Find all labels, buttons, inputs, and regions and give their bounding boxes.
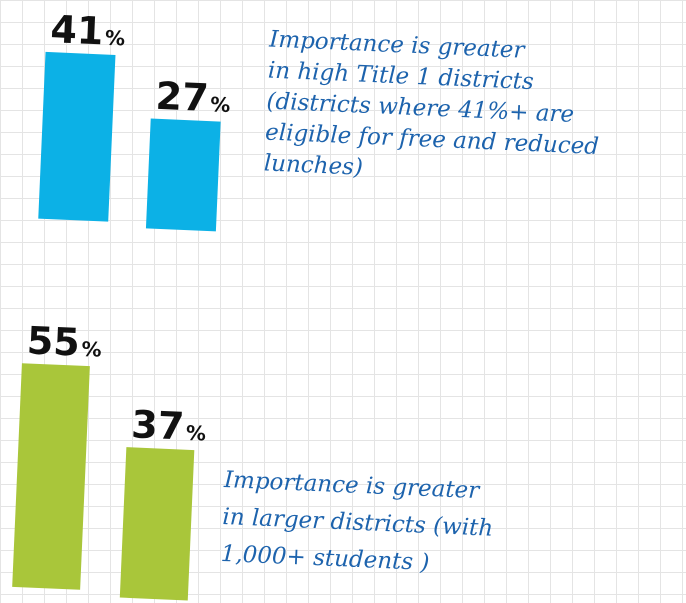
annotation-line: in larger districts (with: [222, 504, 494, 542]
annotation-line: Importance is greater: [222, 467, 481, 504]
annotation-line: Importance is greater: [268, 27, 527, 64]
value-number: 55: [26, 318, 81, 364]
value-unit: %: [81, 337, 102, 362]
bar: [38, 51, 116, 222]
annotation: Importance is greaterin larger districts…: [219, 467, 495, 579]
value-number: 37: [130, 402, 185, 448]
value-unit: %: [185, 421, 206, 446]
value-label: 37%: [130, 402, 207, 449]
value-label: 55%: [26, 318, 103, 365]
value-unit: %: [105, 26, 126, 51]
value-number: 27: [155, 74, 210, 120]
annotation: Importance is greaterin high Title 1 dis…: [262, 27, 603, 191]
bar: [119, 447, 195, 601]
value-label: 27%: [155, 74, 232, 121]
value-number: 41: [50, 7, 105, 53]
bar: [145, 118, 221, 232]
value-label: 41%: [50, 7, 127, 54]
tilted-content: 41%27%Importance is greaterin high Title…: [12, 7, 603, 601]
annotation-line: 1,000+ students ): [220, 541, 430, 576]
annotation-line: lunches): [263, 150, 363, 180]
value-unit: %: [210, 92, 231, 117]
bar: [12, 363, 90, 590]
